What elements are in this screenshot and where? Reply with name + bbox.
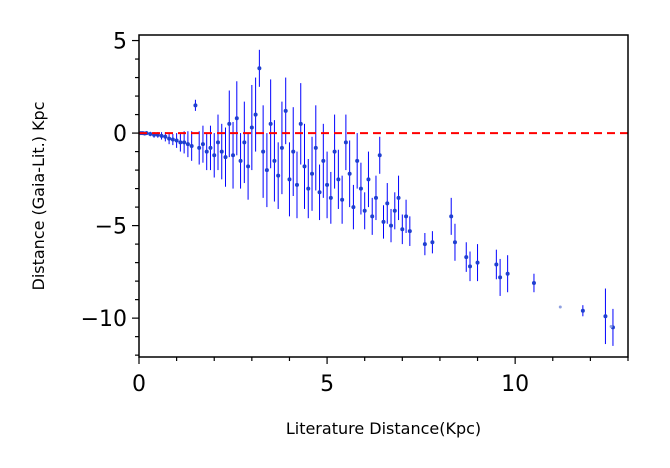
data-point — [272, 158, 277, 163]
data-point — [204, 149, 209, 154]
data-point — [580, 308, 585, 313]
x-tick-label: 10 — [501, 372, 529, 397]
data-point — [362, 208, 367, 213]
data-point — [182, 140, 187, 145]
data-point — [238, 158, 243, 163]
data-point — [189, 144, 194, 149]
data-point — [253, 112, 258, 117]
data-point — [261, 149, 266, 154]
data-point — [264, 168, 269, 173]
data-point — [268, 121, 273, 126]
data-point — [603, 314, 608, 319]
data-point — [389, 223, 394, 228]
data-point — [313, 145, 318, 150]
tick-labels: 0 5 10 5 0 −5 −10 — [81, 30, 530, 397]
data-point — [197, 145, 202, 150]
data-point — [464, 255, 469, 260]
data-point — [291, 149, 296, 154]
y-tick-label: 5 — [113, 30, 127, 55]
data-point — [231, 153, 236, 158]
data-point — [468, 264, 473, 269]
plot-frame — [138, 34, 629, 358]
data-point — [407, 229, 412, 234]
data-point — [366, 177, 371, 182]
data-point — [392, 208, 397, 213]
x-tick-label: 5 — [320, 372, 334, 397]
data-point — [294, 182, 299, 187]
data-point — [452, 240, 457, 245]
data-point — [212, 153, 217, 158]
data-point — [328, 195, 333, 200]
data-point — [246, 164, 251, 169]
data-point — [343, 140, 348, 145]
data-point — [430, 240, 435, 245]
faint-data-point — [609, 324, 613, 328]
data-point — [227, 121, 232, 126]
data-point — [276, 173, 281, 178]
data-point — [178, 140, 183, 145]
data-point — [325, 182, 330, 187]
data-point — [321, 158, 326, 163]
data-point — [302, 164, 307, 169]
data-point — [159, 133, 164, 138]
data-point — [404, 214, 409, 219]
data-point — [494, 262, 499, 267]
data-point — [422, 242, 427, 247]
data-point — [298, 121, 303, 126]
data-point — [234, 116, 239, 121]
data-point — [219, 149, 224, 154]
x-tick-label: 0 — [132, 372, 146, 397]
data-point — [317, 190, 322, 195]
data-point — [215, 140, 220, 145]
x-axis-title: Literature Distance(Kpc) — [286, 419, 481, 438]
data-point — [475, 260, 480, 265]
faint-data-point — [558, 305, 562, 309]
data-point — [170, 137, 175, 142]
data-point — [148, 132, 153, 137]
data-point — [249, 125, 254, 130]
data-point — [370, 214, 375, 219]
data-point — [287, 177, 292, 182]
data-point — [279, 145, 284, 150]
data-point — [373, 195, 378, 200]
data-point — [208, 145, 213, 150]
data-point — [310, 171, 315, 176]
data-point — [377, 153, 382, 158]
data-point — [400, 227, 405, 232]
y-tick-label: 0 — [113, 122, 127, 147]
data-point — [242, 140, 247, 145]
data-point — [385, 201, 390, 206]
data-point — [340, 197, 345, 202]
data-point — [167, 136, 172, 141]
data-point — [174, 138, 179, 143]
data-point — [498, 275, 503, 280]
data-point — [396, 195, 401, 200]
data-point — [306, 186, 311, 191]
data-point — [347, 171, 352, 176]
data-point — [449, 214, 454, 219]
data-point — [336, 177, 341, 182]
data-point — [381, 219, 386, 224]
data-point — [358, 186, 363, 191]
y-axis-title: Distance (Gaia-Lit.) Kpc — [29, 101, 48, 290]
data-point — [355, 158, 360, 163]
data-points — [138, 66, 615, 330]
y-tick-label: −5 — [95, 215, 127, 240]
data-point — [283, 108, 288, 113]
data-point — [505, 271, 510, 276]
data-point — [332, 149, 337, 154]
data-point — [163, 134, 168, 139]
y-tick-label: −10 — [81, 307, 127, 332]
data-point — [531, 280, 536, 285]
data-point — [193, 103, 198, 108]
data-point — [223, 155, 228, 160]
data-point — [200, 142, 205, 147]
data-point — [185, 142, 190, 147]
data-point — [257, 66, 262, 71]
data-point — [351, 205, 356, 210]
